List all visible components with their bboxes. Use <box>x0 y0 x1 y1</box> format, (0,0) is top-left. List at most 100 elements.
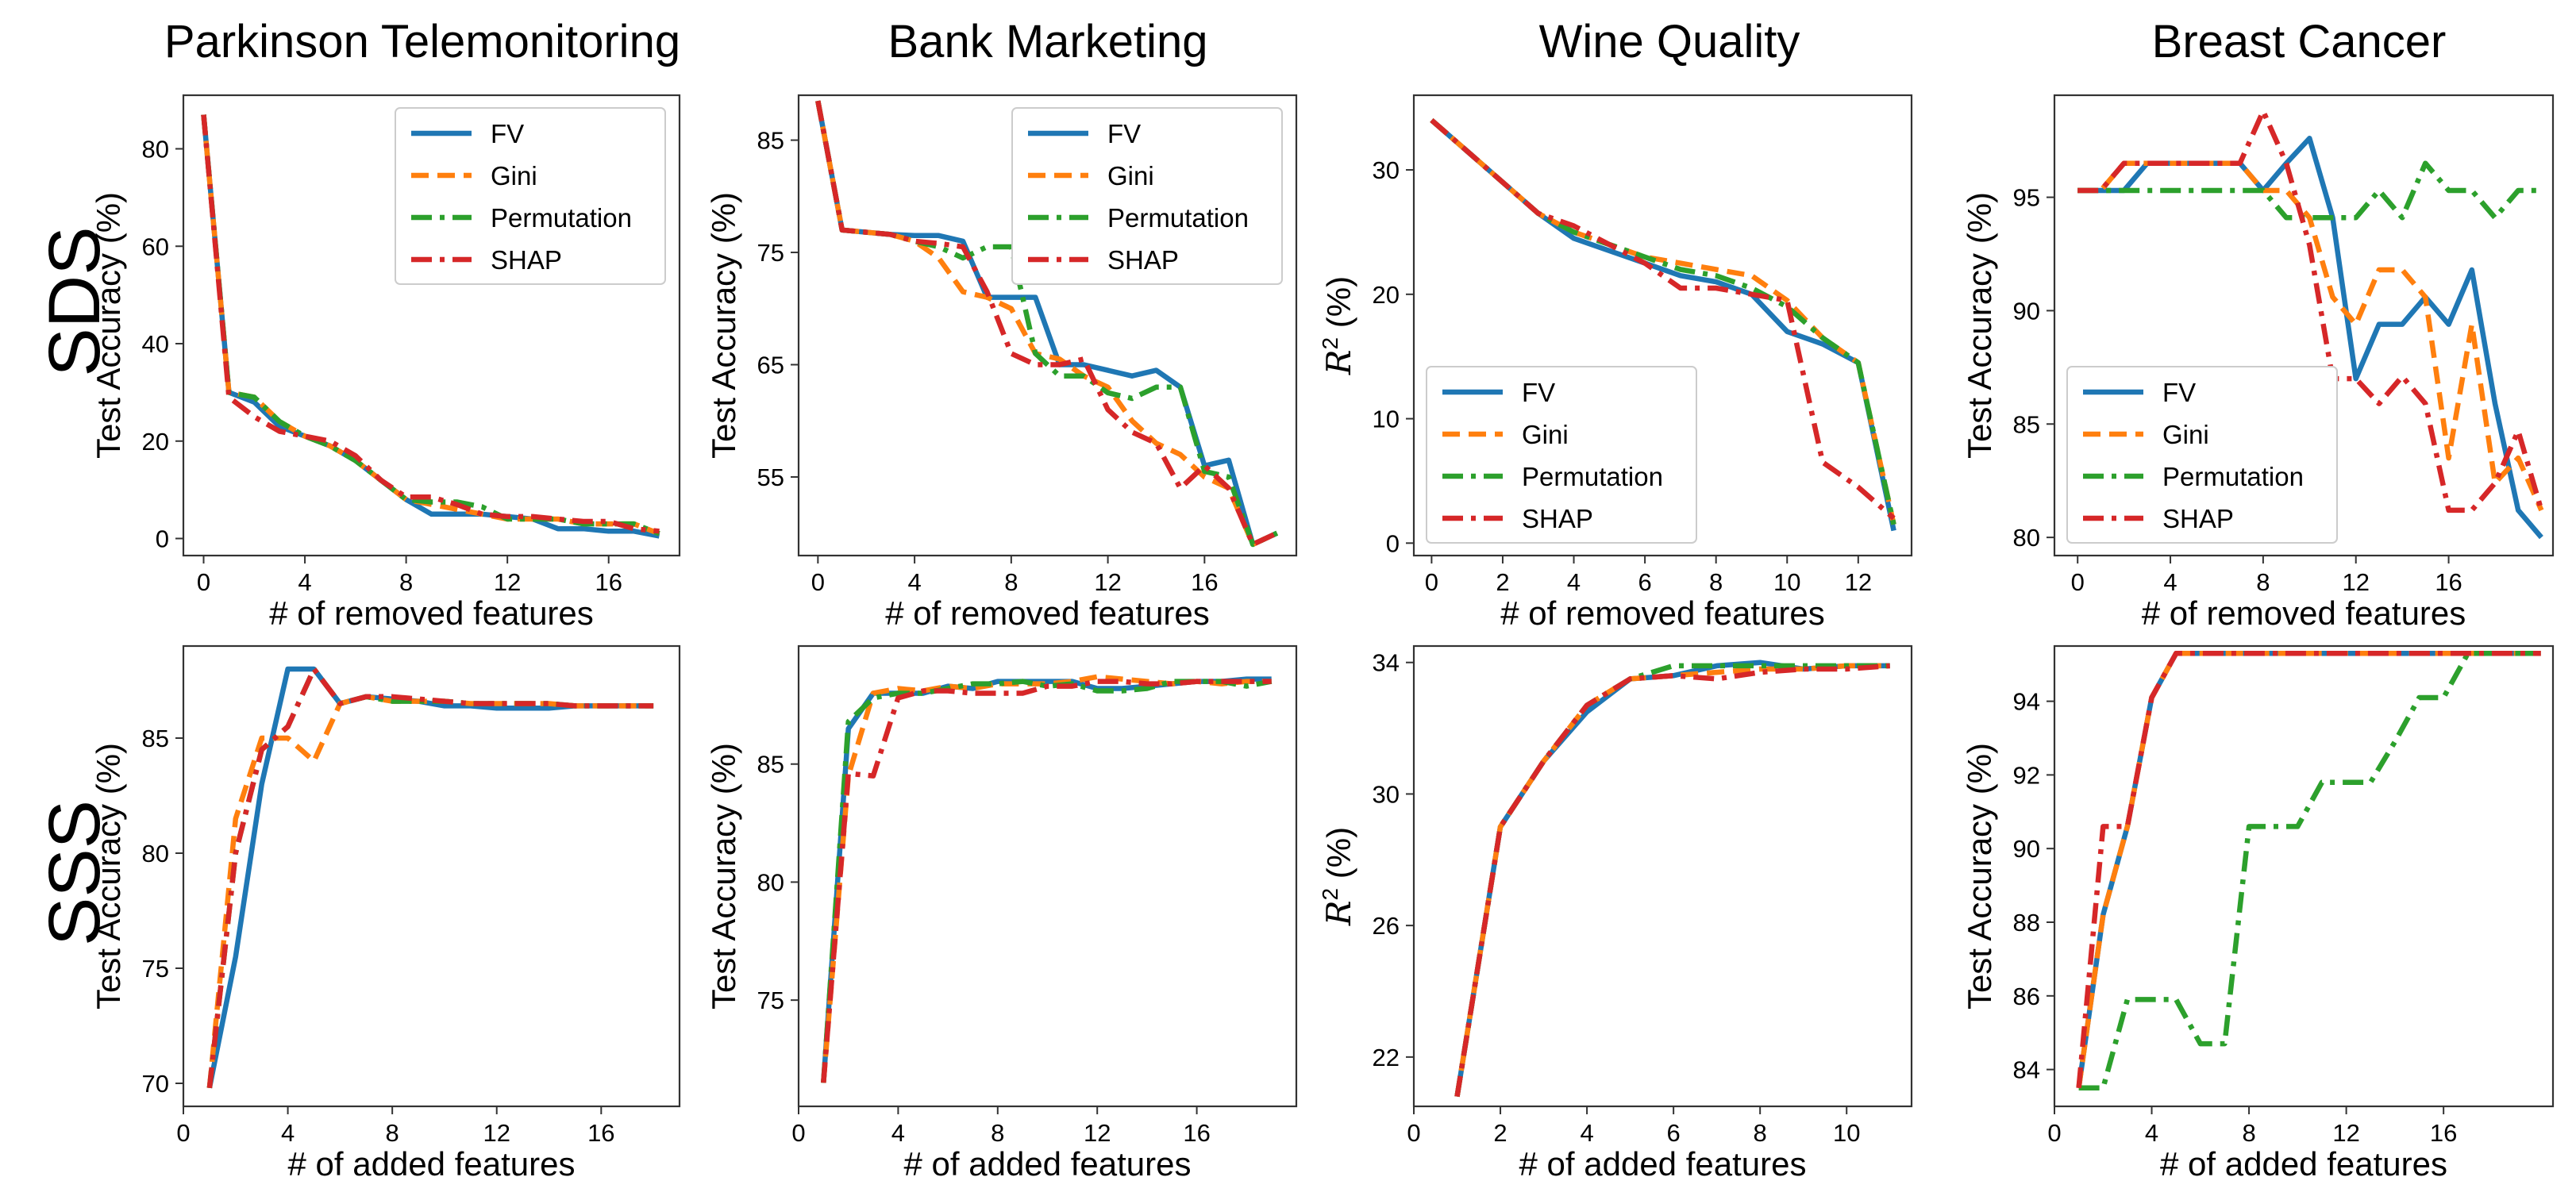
axes-frame <box>797 94 1298 557</box>
y-tick-label: 30 <box>1373 156 1400 184</box>
x-axis-label: # of removed features <box>885 594 1210 632</box>
x-axis-label: # of added features <box>288 1145 576 1183</box>
axes-frame <box>2053 644 2555 1108</box>
y-axis-label: Test Accuracy (%) <box>1961 743 1998 1010</box>
axes-frame <box>1412 644 1913 1108</box>
y-axis-label: R2 (%) <box>1318 827 1358 926</box>
panel-sds-wine-quality: 0 2 4 6 8 10 12 0 10 20 30 # of removed features R2 … <box>1318 94 1913 632</box>
legend-label-permutation: Permutation <box>1107 203 1249 233</box>
series-line-permutation <box>2078 651 2541 1091</box>
y-axis-label: Test Accuracy (%) <box>90 743 127 1010</box>
x-tick-label: 4 <box>1580 1119 1593 1147</box>
y-tick-label: 88 <box>2013 909 2040 937</box>
x-tick-label: 12 <box>2332 1119 2359 1147</box>
column-titles: Parkinson Telemonitoring Bank Marketing … <box>164 16 2446 67</box>
y-axis-label: Test Accuracy (%) <box>90 192 127 459</box>
legend-label-shap: SHAP <box>2162 504 2234 533</box>
series-line-permutation <box>821 679 1273 1083</box>
legend-label-fv: FV <box>1107 119 1141 148</box>
legend-label-permutation: Permutation <box>1522 462 1663 491</box>
series-group <box>2076 651 2541 1091</box>
x-tick-label: 8 <box>386 1119 399 1147</box>
x-tick-label: 16 <box>1191 568 1218 596</box>
x-tick-label: 0 <box>791 1119 805 1147</box>
x-tick-label: 8 <box>1004 568 1018 596</box>
column-title-bank: Bank Marketing <box>888 16 1208 67</box>
x-tick-label: 10 <box>1833 1119 1860 1147</box>
series-line-shap <box>1454 663 1890 1098</box>
x-tick-label: 12 <box>2342 568 2369 596</box>
x-axis-label: # of removed features <box>2142 594 2466 632</box>
legend-frame <box>1011 107 1283 285</box>
panel-sss-breast-cancer: 0 4 8 12 16 84 86 88 90 92 94 # of added features Te… <box>1961 644 2555 1183</box>
series-line-fv <box>206 666 654 1089</box>
series-line-permutation <box>2077 160 2542 221</box>
y-tick-label: 90 <box>2013 297 2040 325</box>
x-tick-label: 4 <box>1567 568 1581 596</box>
series-line-fv <box>821 676 1272 1083</box>
x-axis-label: # of added features <box>2160 1145 2447 1183</box>
legend: FV Gini Permutation SHAP <box>1011 107 1283 285</box>
y-tick-label: 80 <box>2013 524 2040 552</box>
x-tick-label: 6 <box>1667 1119 1681 1147</box>
x-tick-label: 16 <box>2430 1119 2457 1147</box>
legend-label-shap: SHAP <box>491 245 562 275</box>
y-tick-label: 80 <box>757 868 784 896</box>
series-line-fv <box>1454 660 1890 1098</box>
series-line-gini <box>206 694 654 1089</box>
y-tick-label: 22 <box>1373 1044 1400 1071</box>
series-group <box>815 100 1279 548</box>
legend-label-gini: Gini <box>1522 420 1569 449</box>
y-tick-label: 86 <box>2013 983 2040 1010</box>
x-tick-label: 12 <box>1094 568 1121 596</box>
series-line-shap <box>1430 117 1896 521</box>
column-title-parkinson: Parkinson Telemonitoring <box>164 16 680 67</box>
series-group <box>201 114 660 539</box>
y-tick-label: 84 <box>2013 1056 2040 1084</box>
legend-label-gini: Gini <box>491 161 537 190</box>
x-tick-label: 8 <box>2256 568 2270 596</box>
series-line-fv <box>201 114 660 539</box>
y-tick-label: 55 <box>757 463 784 491</box>
row-label-sds: SDS <box>34 226 115 376</box>
x-tick-label: 16 <box>587 1119 614 1147</box>
series-line-shap <box>201 114 660 534</box>
panel-sds-parkinson-telemonitoring: 0 4 8 12 16 0 20 40 60 80 # of removed features Tes… <box>90 94 681 632</box>
x-axis-label: # of added features <box>904 1145 1192 1183</box>
y-tick-label: 20 <box>142 428 169 456</box>
series-line-gini <box>1454 663 1890 1098</box>
y-tick-label: 26 <box>1373 912 1400 940</box>
y-tick-label: 0 <box>1386 529 1400 557</box>
panel-sss-wine-quality: 0 2 4 6 8 10 22 26 30 34 # of added features R2 (%) <box>1318 644 1913 1183</box>
legend: FV Gini Permutation SHAP <box>2066 366 2338 544</box>
panel-sds-breast-cancer: 0 4 8 12 16 80 85 90 95 # of removed features Test… <box>1961 94 2555 632</box>
y-tick-label: 95 <box>2013 184 2040 212</box>
x-tick-label: 2 <box>1493 1119 1507 1147</box>
legend-label-shap: SHAP <box>1107 245 1179 275</box>
y-tick-label: 20 <box>1373 281 1400 309</box>
x-tick-label: 8 <box>991 1119 1004 1147</box>
y-tick-label: 34 <box>1373 649 1400 677</box>
x-tick-label: 6 <box>1638 568 1651 596</box>
series-line-gini <box>821 674 1272 1083</box>
axes-frame <box>1412 94 1913 557</box>
series-line-shap <box>815 100 1279 548</box>
y-tick-label: 75 <box>757 987 784 1014</box>
x-tick-label: 8 <box>2242 1119 2255 1147</box>
y-tick-label: 85 <box>142 725 169 752</box>
x-tick-label: 12 <box>1845 568 1872 596</box>
panel-sss-bank-marketing: 0 4 8 12 16 75 80 85 # of added features Test Acc… <box>705 644 1298 1183</box>
x-tick-label: 10 <box>1773 568 1800 596</box>
x-tick-label: 8 <box>1754 1119 1767 1147</box>
y-tick-label: 75 <box>142 955 169 983</box>
legend-frame <box>2066 366 2338 544</box>
x-tick-label: 0 <box>1407 1119 1420 1147</box>
x-tick-label: 0 <box>811 568 825 596</box>
y-tick-label: 75 <box>757 239 784 267</box>
y-axis-label: Test Accuracy (%) <box>705 743 742 1010</box>
legend-label-permutation: Permutation <box>2162 462 2304 491</box>
legend-label-fv: FV <box>2162 378 2196 407</box>
legend: FV Gini Permutation SHAP <box>1426 366 1697 544</box>
x-tick-label: 0 <box>176 1119 190 1147</box>
